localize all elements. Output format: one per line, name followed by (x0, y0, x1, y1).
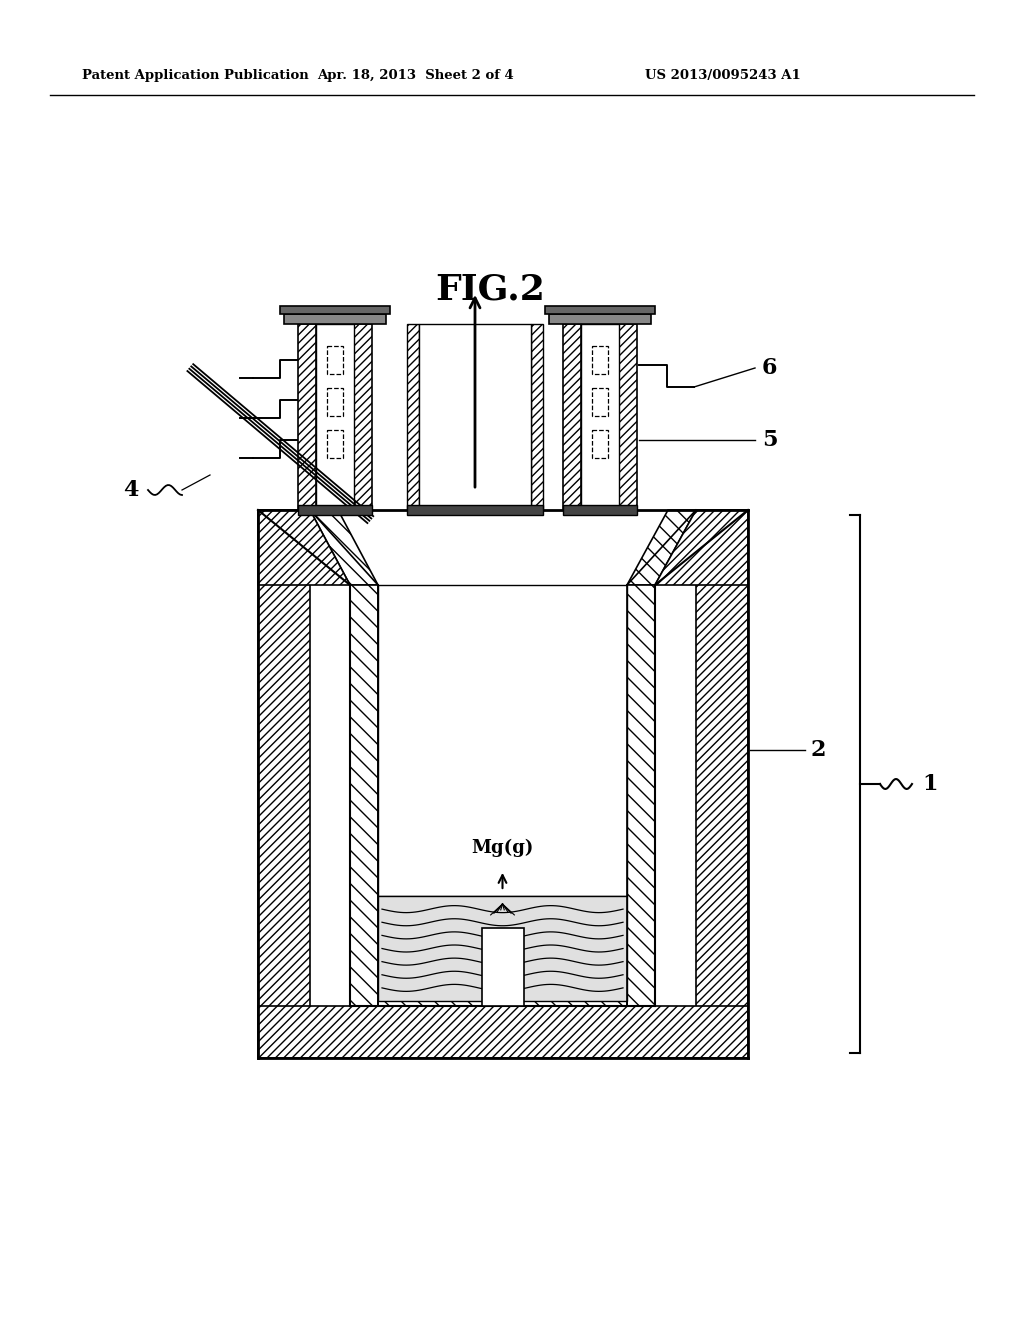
Bar (350, 585, 378, 1006)
Polygon shape (258, 510, 350, 585)
Bar (378, 1001, 627, 1006)
Polygon shape (655, 510, 748, 585)
Bar (258, 1006, 748, 1059)
Bar (327, 346, 343, 374)
Text: Apr. 18, 2013  Sheet 2 of 4: Apr. 18, 2013 Sheet 2 of 4 (316, 69, 513, 82)
Bar (258, 510, 310, 1059)
Text: 6: 6 (762, 356, 777, 379)
Bar (378, 585, 627, 896)
Bar (531, 323, 543, 510)
Bar (618, 323, 637, 510)
Polygon shape (627, 510, 696, 585)
Bar (627, 585, 655, 1006)
Text: Mg: Mg (483, 946, 521, 966)
Bar (419, 323, 531, 510)
Bar (592, 388, 608, 416)
Bar (284, 314, 386, 323)
Bar (280, 306, 390, 314)
Bar (407, 506, 543, 515)
Bar (407, 323, 419, 510)
Bar (298, 506, 372, 515)
Bar (592, 346, 608, 374)
Bar (316, 323, 354, 510)
Bar (581, 323, 618, 510)
Text: FIG.2: FIG.2 (435, 273, 545, 308)
Bar (592, 430, 608, 458)
Bar (549, 314, 651, 323)
Bar (327, 388, 343, 416)
Bar (696, 510, 748, 1059)
Text: 2: 2 (810, 739, 825, 762)
Text: 4: 4 (123, 479, 138, 502)
Bar (563, 323, 581, 510)
Bar (545, 306, 655, 314)
Text: Mg(g): Mg(g) (471, 840, 534, 857)
Bar (298, 323, 316, 510)
Bar (563, 506, 637, 515)
Bar (327, 430, 343, 458)
Bar (378, 896, 627, 1001)
Text: 1: 1 (922, 774, 938, 795)
Bar (482, 928, 524, 1006)
Bar (354, 323, 372, 510)
Text: US 2013/0095243 A1: US 2013/0095243 A1 (645, 69, 801, 82)
Text: Patent Application Publication: Patent Application Publication (82, 69, 309, 82)
Polygon shape (310, 510, 378, 585)
Text: 5: 5 (762, 429, 777, 451)
